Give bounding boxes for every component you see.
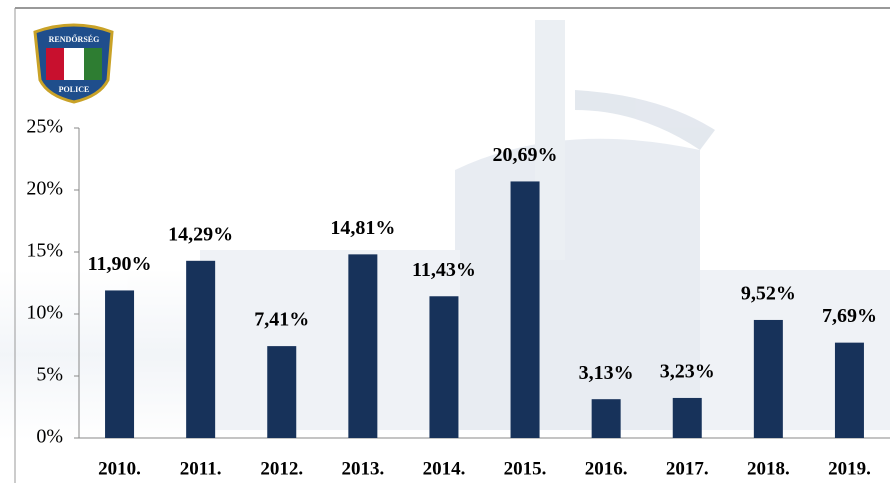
x-tick-label: 2019. — [828, 458, 871, 479]
x-tick-label: 2015. — [504, 458, 547, 479]
bar — [511, 181, 540, 438]
value-label: 20,69% — [493, 144, 558, 166]
value-label: 3,23% — [660, 361, 715, 383]
x-tick-label: 2016. — [585, 458, 628, 479]
bar — [673, 398, 702, 438]
bar — [429, 296, 458, 438]
x-tick-label: 2018. — [747, 458, 790, 479]
bar — [267, 346, 296, 438]
x-tick-label: 2010. — [98, 458, 141, 479]
value-label: 9,52% — [741, 283, 796, 305]
value-label: 7,69% — [822, 305, 877, 327]
value-label: 7,41% — [254, 309, 309, 331]
bar — [835, 343, 864, 438]
y-tick-label: 5% — [36, 364, 63, 386]
x-tick-label: 2017. — [666, 458, 709, 479]
bar — [348, 254, 377, 438]
page: {"chart_data": {"type": "bar", "logo": {… — [0, 0, 890, 483]
logo: RENDŐRSÉG POLICE — [35, 25, 112, 102]
value-label: 14,81% — [330, 217, 395, 239]
y-tick-label: 15% — [26, 240, 63, 262]
x-tick-label: 2012. — [260, 458, 303, 479]
bar — [754, 320, 783, 438]
value-label: 3,13% — [579, 362, 634, 384]
y-tick-label: 0% — [36, 426, 63, 448]
value-label: 14,29% — [168, 223, 233, 245]
value-label: 11,43% — [412, 259, 476, 281]
x-tick-label: 2011. — [180, 458, 222, 479]
bar — [592, 399, 621, 438]
x-tick-label: 2014. — [423, 458, 466, 479]
chart: RENDŐRSÉG POLICE 0% 5% 10% 15% 20% 25% 2010. 11… — [0, 0, 890, 483]
y-tick-label: 20% — [26, 178, 63, 200]
logo-bottom-text: POLICE — [59, 85, 90, 94]
logo-top-text: RENDŐRSÉG — [49, 34, 100, 44]
x-tick-label: 2013. — [341, 458, 384, 479]
bar — [186, 261, 215, 438]
value-label: 11,90% — [88, 253, 152, 275]
y-tick-label: 10% — [26, 302, 63, 324]
bar — [105, 290, 134, 438]
y-tick-label: 25% — [26, 116, 63, 138]
